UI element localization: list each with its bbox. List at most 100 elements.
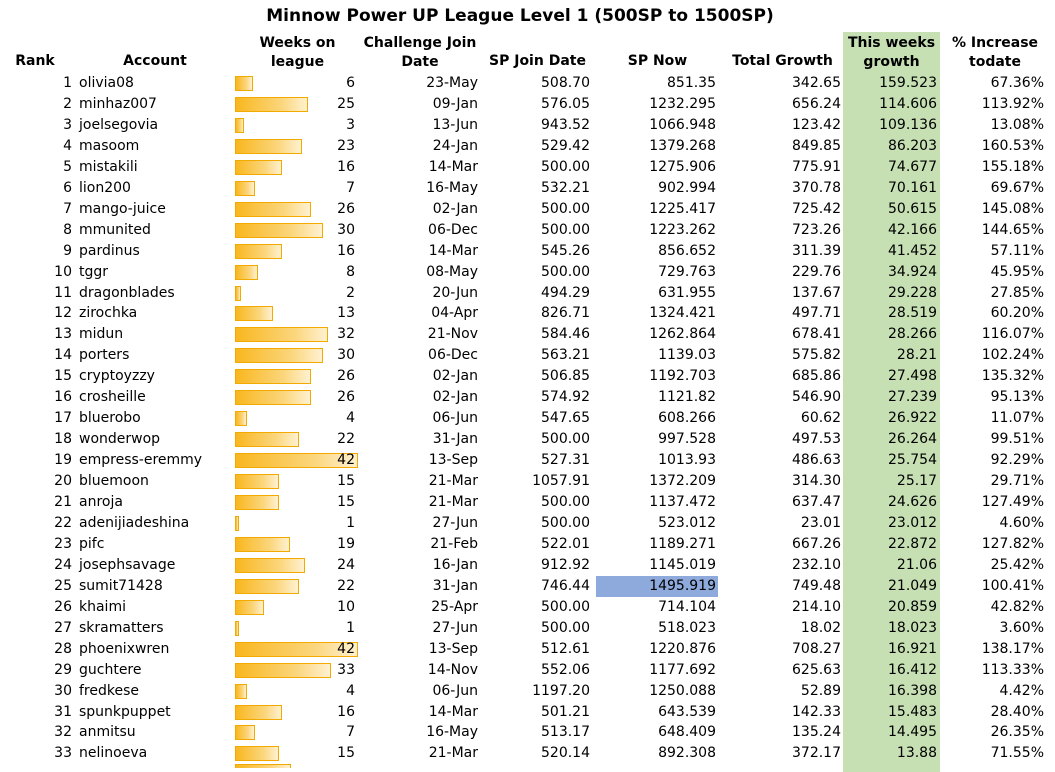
account-cell[interactable]: pardinus	[79, 242, 140, 259]
pct-increase-cell[interactable]: 11.07%	[990, 410, 1044, 427]
pct-increase-cell[interactable]: 135.32%	[981, 368, 1044, 385]
join-date-cell[interactable]: 14-Nov	[427, 661, 478, 678]
week-growth-cell[interactable]: 20.859	[888, 598, 937, 615]
table-row[interactable]: 16 crosheille 26 02-Jan 574.92 1121.82 546.90 2…	[0, 387, 1055, 408]
total-growth-cell[interactable]: 708.27	[792, 640, 841, 657]
pct-increase-cell[interactable]: 92.29%	[990, 452, 1044, 469]
rank-cell[interactable]: 1	[63, 75, 72, 91]
rank-cell[interactable]: 7	[63, 200, 72, 217]
pct-increase-cell[interactable]: 69.67%	[990, 179, 1044, 196]
account-cell[interactable]: joelsegovia	[79, 116, 159, 133]
join-date-cell[interactable]: 20-Jun	[432, 284, 478, 301]
sp-join-cell[interactable]: 500.00	[541, 598, 590, 615]
header-sp-now[interactable]: SP Now	[627, 53, 688, 69]
weeks-cell[interactable]: 26	[337, 389, 355, 406]
pct-increase-cell[interactable]: 45.95%	[990, 263, 1044, 280]
weeks-cell[interactable]: 42	[337, 452, 355, 469]
account-cell[interactable]: spunkpuppet	[79, 703, 171, 720]
sp-now-cell[interactable]: 997.528	[658, 431, 716, 448]
total-growth-cell[interactable]: 497.53	[792, 431, 841, 448]
rank-cell[interactable]: 27	[54, 619, 72, 636]
table-row[interactable]: 11 dragonblades 2 20-Jun 494.29 631.955 137.67…	[0, 283, 1055, 304]
week-growth-cell[interactable]: 27.239	[888, 389, 937, 406]
rank-cell[interactable]: 23	[54, 535, 72, 552]
account-cell[interactable]: bluerobo	[79, 410, 141, 427]
sp-join-cell[interactable]: 1057.91	[532, 473, 590, 490]
sp-join-cell[interactable]: 1197.20	[532, 682, 590, 699]
weeks-cell[interactable]: 24	[337, 556, 355, 573]
sp-join-cell[interactable]: 545.26	[541, 242, 590, 259]
sp-now-cell[interactable]: 523.012	[658, 514, 716, 531]
join-date-cell[interactable]: 14-Mar	[428, 242, 478, 259]
weeks-cell[interactable]: 22	[337, 431, 355, 448]
sp-now-cell[interactable]: 1372.209	[649, 473, 716, 490]
sp-now-cell[interactable]: 1225.417	[649, 200, 716, 217]
week-growth-cell[interactable]: 23.012	[888, 514, 937, 531]
pct-increase-cell[interactable]: 28.40%	[990, 703, 1044, 720]
total-growth-cell[interactable]: 546.90	[792, 389, 841, 406]
account-cell[interactable]: mango-juice	[79, 200, 166, 217]
week-growth-cell[interactable]: 26.264	[888, 431, 937, 448]
sp-join-cell[interactable]: 826.71	[541, 305, 590, 322]
sp-join-cell[interactable]: 552.06	[541, 661, 590, 678]
pct-increase-cell[interactable]: 57.11%	[990, 242, 1044, 259]
week-growth-cell[interactable]: 21.06	[896, 556, 937, 573]
account-cell[interactable]: mmunited	[79, 221, 151, 238]
weeks-cell[interactable]: 15	[337, 473, 355, 490]
sp-now-cell[interactable]: 856.652	[658, 242, 716, 259]
sp-now-cell[interactable]: 1145.019	[649, 556, 716, 573]
rank-cell[interactable]: 28	[54, 640, 72, 657]
week-growth-cell[interactable]: 34.924	[888, 263, 937, 280]
pct-increase-cell[interactable]: 26.35%	[990, 724, 1044, 741]
pct-increase-cell[interactable]: 113.92%	[981, 95, 1044, 112]
week-growth-cell[interactable]: 16.412	[888, 661, 937, 678]
weeks-cell[interactable]: 15	[337, 745, 355, 762]
week-growth-cell[interactable]: 16.398	[888, 682, 937, 699]
table-row[interactable]: 8 mmunited 30 06-Dec 500.00 1223.262 723.26 42.…	[0, 220, 1055, 241]
header-rank[interactable]: Rank	[15, 53, 55, 69]
rank-cell[interactable]: 22	[54, 514, 72, 531]
rank-cell[interactable]: 30	[54, 682, 72, 699]
total-growth-cell[interactable]: 749.48	[792, 577, 841, 594]
total-growth-cell[interactable]: 18.02	[800, 619, 841, 636]
weeks-cell[interactable]: 32	[337, 326, 355, 343]
account-cell[interactable]: khaimi	[79, 598, 126, 615]
pct-increase-cell[interactable]: 25.42%	[990, 556, 1044, 573]
rank-cell[interactable]: 25	[54, 577, 72, 594]
week-growth-cell[interactable]: 114.606	[879, 95, 937, 112]
week-growth-cell[interactable]: 29.228	[888, 284, 937, 301]
rank-cell[interactable]: 11	[54, 284, 72, 301]
rank-cell[interactable]: 29	[54, 661, 72, 678]
table-row[interactable]: 1 olivia08 6 23-May 508.70 851.35 342.65 159.52…	[0, 73, 1055, 94]
header-pct-increase[interactable]: % Increase todate	[951, 35, 1039, 70]
rank-cell[interactable]: 2	[63, 95, 72, 112]
rank-cell[interactable]: 8	[63, 221, 72, 238]
sp-now-cell[interactable]: 1495.919	[596, 575, 718, 597]
weeks-cell[interactable]: 6	[346, 75, 355, 91]
join-date-cell[interactable]: 02-Jan	[432, 200, 478, 217]
weeks-cell[interactable]: 1	[346, 619, 355, 636]
week-growth-cell[interactable]: 70.161	[888, 179, 937, 196]
rank-cell[interactable]: 18	[54, 431, 72, 448]
weeks-cell[interactable]: 8	[346, 263, 355, 280]
account-cell[interactable]: dragonblades	[79, 284, 175, 301]
header-join-date[interactable]: Challenge Join Date	[363, 35, 477, 70]
pct-increase-cell[interactable]: 155.18%	[981, 158, 1044, 175]
pct-increase-cell[interactable]: 113.33%	[981, 661, 1044, 678]
sp-join-cell[interactable]: 500.00	[541, 221, 590, 238]
total-growth-cell[interactable]: 667.26	[792, 535, 841, 552]
join-date-cell[interactable]: 24-Jan	[432, 137, 478, 154]
weeks-cell[interactable]: 10	[337, 598, 355, 615]
join-date-cell[interactable]: 27-Jun	[432, 619, 478, 636]
table-row[interactable]: 27 skramatters 1 27-Jun 500.00 518.023 18.02 18…	[0, 618, 1055, 639]
account-cell[interactable]: masoom	[79, 137, 140, 154]
week-growth-cell[interactable]: 15.483	[888, 703, 937, 720]
sp-join-cell[interactable]: 574.92	[541, 389, 590, 406]
table-row[interactable]: 18 wonderwop 22 31-Jan 500.00 997.528 497.53 26…	[0, 429, 1055, 450]
sp-now-cell[interactable]: 608.266	[658, 410, 716, 427]
rank-cell[interactable]: 9	[63, 242, 72, 259]
total-growth-cell[interactable]: 142.33	[792, 703, 841, 720]
pct-increase-cell[interactable]: 42.82%	[990, 598, 1044, 615]
table-row[interactable]: 13 midun 32 21-Nov 584.46 1262.864 678.41 28.26…	[0, 324, 1055, 345]
total-growth-cell[interactable]: 849.85	[792, 137, 841, 154]
